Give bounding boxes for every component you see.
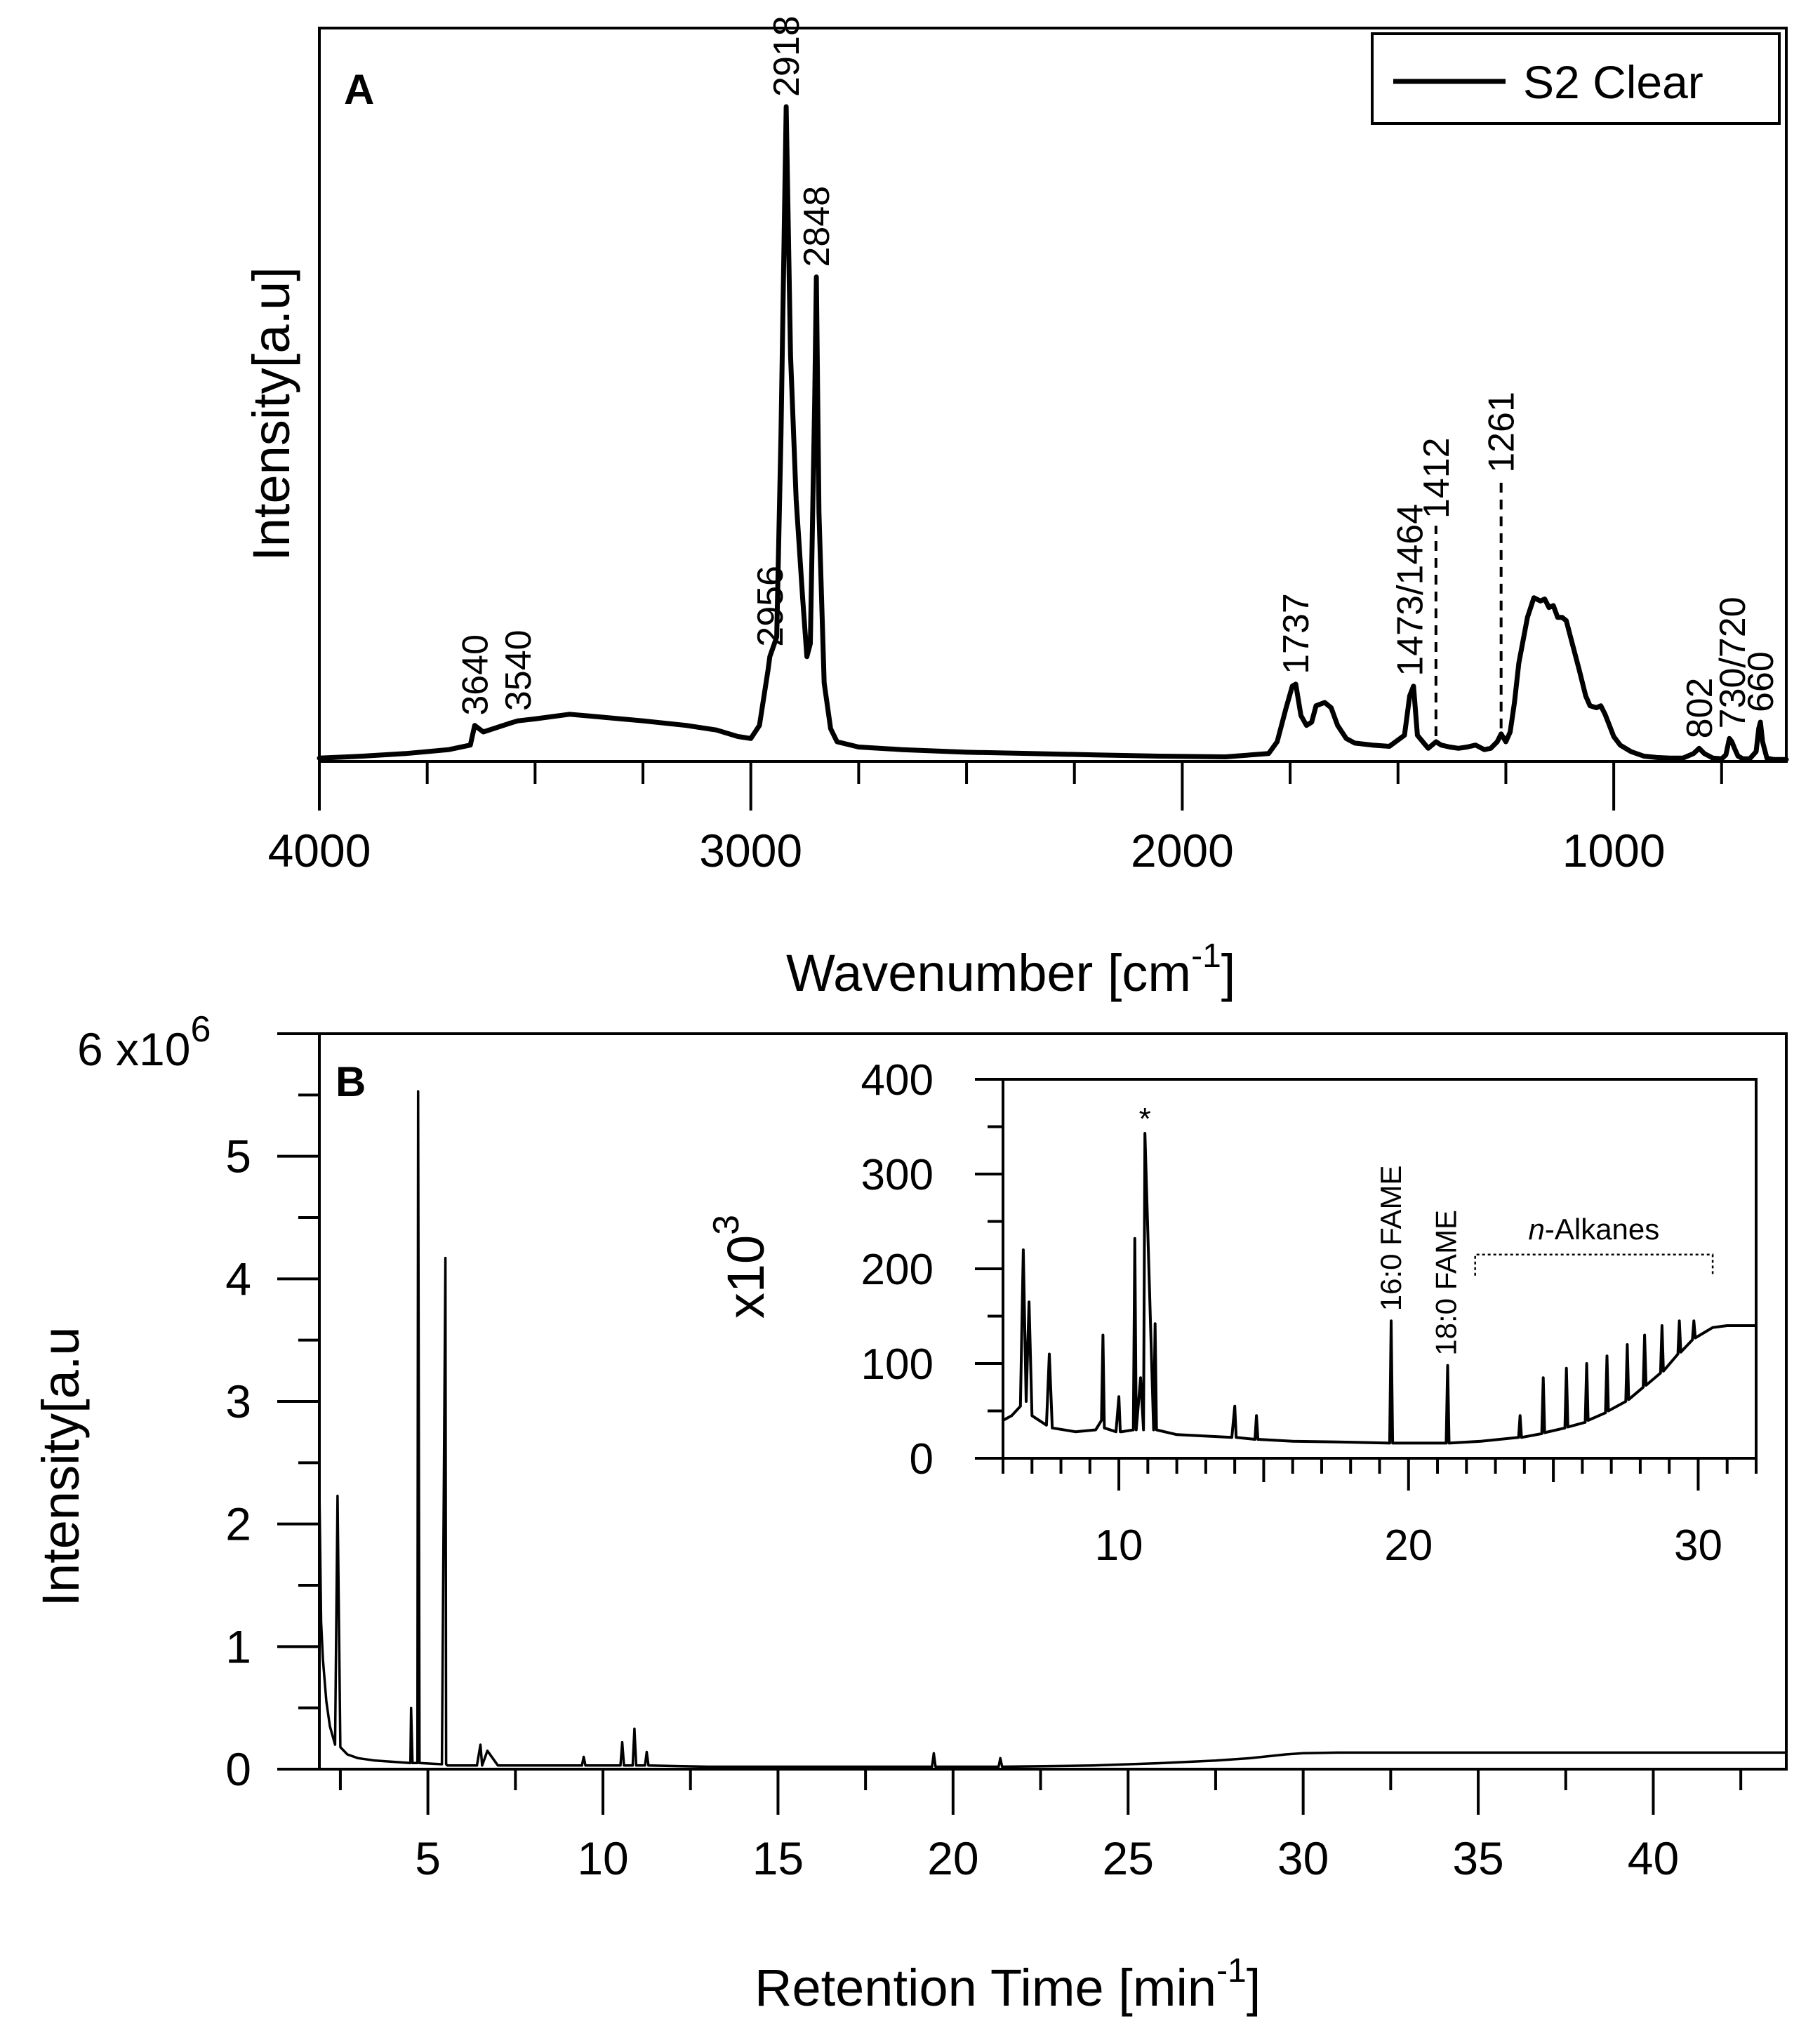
panel-b-x-tick-label: 20: [927, 1832, 978, 1884]
inset-background: [1003, 1079, 1756, 1458]
panel-b-y-tick-label: 4: [225, 1253, 251, 1305]
peak-label: 2956: [750, 566, 791, 647]
inset-frame: [1002, 1078, 1758, 1460]
panel-b-y-multiplier-base: 6 x10: [77, 1023, 190, 1075]
panel-b-x-tick-label: 35: [1452, 1832, 1503, 1884]
inset-y-axis-title-sup: 3: [706, 1215, 747, 1235]
panel-b-y-multiplier-sup: 6: [190, 1009, 211, 1050]
panel-b-y-axis-title: Intensity[a.u: [32, 1326, 90, 1606]
peak-label: 660: [1741, 651, 1781, 712]
legend-label: S2 Clear: [1523, 56, 1703, 108]
inset-annotations: * 16:0 FAME 18:0 FAME n-Alkanes: [1139, 1102, 1714, 1356]
panel-b-x-axis-title-main: Retention Time [min: [755, 1959, 1216, 2017]
panel-a-legend: S2 Clear: [1371, 32, 1781, 125]
inset-chromatogram-line: [1002, 1132, 1758, 1445]
panel-a-x-axis-title: Wavenumber [cm-1]: [786, 938, 1235, 1002]
panel-a-x-axis-title-close: ]: [1221, 944, 1236, 1002]
panel-a-y-axis-title: Intensity[a.u]: [242, 267, 300, 561]
panel-b-chromatogram-line: [318, 1090, 1788, 1768]
inset-y-tick-label: 200: [861, 1246, 934, 1294]
n-alkanes-label-rest: -Alkanes: [1545, 1213, 1659, 1246]
panel-a: 4000 3000 2000 1000 3640 3540295629182848173…: [242, 15, 1789, 1002]
n-alkanes-label: n-Alkanes: [1529, 1213, 1660, 1246]
inset-peak-annotation: 18:0 FAME: [1429, 1210, 1462, 1356]
panel-a-x-tick-label: 1000: [1562, 825, 1666, 877]
panel-b-y-multiplier: 6 x106: [77, 1009, 211, 1075]
panel-b-x-axis-title-sup: -1: [1216, 1952, 1247, 1990]
inset-x-tick-label: 10: [1095, 1521, 1143, 1570]
panel-b-x-tick-label: 10: [577, 1832, 628, 1884]
panel-b-x-tick-label: 25: [1103, 1832, 1154, 1884]
peak-label: 1473/1464: [1390, 504, 1430, 677]
panel-a-x-tick-label: 2000: [1131, 825, 1234, 877]
inset-y-axis-title: x103: [706, 1215, 775, 1319]
peak-label: 1412: [1416, 437, 1457, 519]
inset-peak-annotation: 16:0 FAME: [1374, 1165, 1407, 1311]
panel-a-spectrum-line: [317, 104, 1789, 762]
peak-label: 1261: [1482, 392, 1522, 473]
panel-b-y-tick-label: 2: [225, 1498, 251, 1550]
panel-b-frame: [318, 1032, 1788, 1771]
panel-b-x-tick-label: 40: [1628, 1832, 1679, 1884]
panel-b-x-axis-title-close: ]: [1247, 1959, 1261, 2017]
inset-y-tick-label: 400: [861, 1056, 934, 1105]
inset-x-tick-label: 20: [1384, 1521, 1433, 1570]
inset-x-tick-label: 30: [1674, 1521, 1722, 1570]
panel-a-x-tick-label: 3000: [699, 825, 802, 877]
peak-label: 3640: [455, 634, 496, 716]
panel-b-x-axis-title: Retention Time [min-1]: [755, 1952, 1261, 2017]
peak-label: 1737: [1276, 593, 1317, 674]
legend-box: [1371, 32, 1781, 125]
peak-label: 802: [1680, 678, 1720, 739]
inset-y-tick-label: 300: [861, 1151, 934, 1199]
panel-b-y-tick-label: 5: [225, 1131, 251, 1182]
peak-label: 2848: [797, 186, 837, 267]
inset-y-tick-label: 0: [910, 1435, 934, 1484]
n-alkanes-label-italic: n: [1529, 1213, 1545, 1246]
panel-a-label: A: [344, 66, 374, 113]
inset-y-axis-title-base: x10: [717, 1235, 775, 1319]
peak-label: 3540: [498, 629, 539, 711]
panel-b-x-tick-label: 30: [1277, 1832, 1329, 1884]
panel-a-x-axis-title-sup: -1: [1191, 938, 1221, 975]
panel-b-y-tick-label: 3: [225, 1375, 251, 1427]
panel-a-x-axis-title-main: Wavenumber [cm: [786, 944, 1191, 1002]
panel-b-y-tick-label: 0: [225, 1743, 251, 1795]
panel-b-y-tick-label: 1: [225, 1620, 251, 1672]
panel-a-x-ticks: 4000 3000 2000 1000: [268, 761, 1723, 877]
panel-b-x-tick-label: 5: [415, 1832, 441, 1884]
inset-y-tick-label: 100: [861, 1340, 934, 1389]
inset-asterisk-annotation: *: [1139, 1102, 1151, 1136]
panel-b-label: B: [336, 1058, 366, 1105]
panel-a-frame: [318, 27, 1788, 763]
panel-a-x-tick-label: 4000: [268, 825, 371, 877]
peak-label: 730/720: [1713, 597, 1753, 728]
panel-b-x-tick-label: 15: [752, 1832, 804, 1884]
